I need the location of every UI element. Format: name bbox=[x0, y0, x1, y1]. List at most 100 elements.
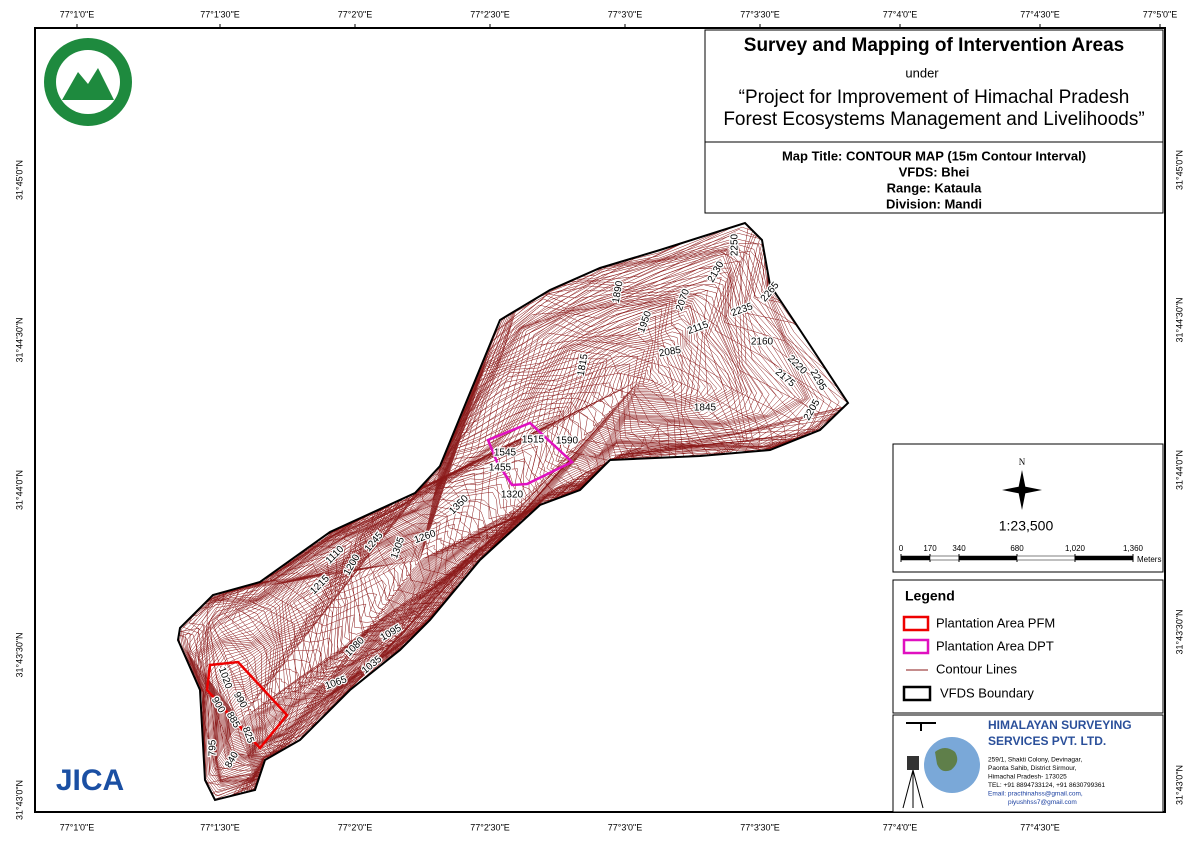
address-line: Email: practhinahss@gmail.com, bbox=[988, 791, 1083, 798]
contour-label: 2160 bbox=[751, 337, 774, 348]
latitude-label: 31°43'30"N bbox=[1174, 609, 1184, 654]
north-label: N bbox=[1019, 457, 1026, 467]
latitude-label: 31°43'0"N bbox=[1174, 765, 1184, 805]
contour-label: 1515 bbox=[522, 435, 545, 446]
latitude-label: 31°44'30"N bbox=[1174, 297, 1184, 342]
project: Forest Ecosystems Management and Livelih… bbox=[723, 109, 1144, 130]
contour-label: 2085 bbox=[658, 345, 682, 360]
scale-ratio: 1:23,500 bbox=[999, 518, 1054, 534]
address-line: 259/1, Shakti Colony, Devinagar, bbox=[988, 757, 1082, 764]
contour-line bbox=[222, 579, 414, 742]
scale-segment bbox=[900, 555, 931, 561]
contour-label: 1815 bbox=[576, 353, 591, 377]
address-line: Paonta Sahib, District Sirmour, bbox=[988, 765, 1077, 772]
scale-tick-label: 1,360 bbox=[1123, 544, 1144, 553]
contour-line bbox=[343, 279, 777, 647]
scale-tick-label: 170 bbox=[923, 544, 937, 553]
latitude-label: 31°43'30"N bbox=[14, 632, 24, 677]
contour-line bbox=[619, 372, 650, 398]
longitude-label: 77°3'30"E bbox=[740, 9, 780, 19]
scale-tick-label: 680 bbox=[1010, 544, 1024, 553]
latitude-label: 31°44'0"N bbox=[14, 470, 24, 510]
contour-line bbox=[484, 327, 712, 520]
contour-line bbox=[231, 659, 314, 731]
map-title: Map Title: CONTOUR MAP (15m Contour Inte… bbox=[782, 148, 1086, 163]
title-box bbox=[704, 29, 1164, 214]
contour-line bbox=[579, 359, 667, 436]
contour-label: 1890 bbox=[611, 280, 626, 304]
address-line: piyushhss7@gmail.com bbox=[1008, 799, 1077, 806]
contour-label: 1845 bbox=[694, 403, 717, 414]
company-name: HIMALAYAN SURVEYING bbox=[988, 718, 1132, 732]
latitude-label: 31°44'30"N bbox=[14, 317, 24, 362]
contour-line bbox=[393, 523, 465, 587]
longitude-label: 77°5'0"E bbox=[1143, 9, 1178, 19]
scale-segment bbox=[1074, 555, 1134, 561]
latitude-label: 31°45'0"N bbox=[1174, 150, 1184, 190]
project: “Project for Improvement of Himachal Pra… bbox=[739, 87, 1130, 108]
range: Range: Kataula bbox=[887, 180, 982, 195]
plantation-pfm bbox=[205, 660, 289, 750]
scale-unit: Meters bbox=[1137, 555, 1161, 564]
scale-tick-label: 340 bbox=[952, 544, 966, 553]
instrument bbox=[907, 756, 919, 770]
contour-label: 1455 bbox=[489, 463, 512, 474]
longitude-label: 77°2'0"E bbox=[338, 9, 373, 19]
longitude-label: 77°2'30"E bbox=[470, 9, 510, 19]
legend-label: Plantation Area PFM bbox=[936, 615, 1055, 630]
longitude-label: 77°4'0"E bbox=[883, 822, 918, 832]
scale-tick-label: 1,020 bbox=[1065, 544, 1086, 553]
longitude-label: 77°3'30"E bbox=[740, 822, 780, 832]
address-line: Himachal Pradesh- 173025 bbox=[988, 774, 1067, 781]
latitude-label: 31°45'0"N bbox=[14, 160, 24, 200]
contour-label: 1590 bbox=[556, 436, 579, 447]
scale-panel bbox=[892, 443, 1164, 573]
contour-line bbox=[437, 310, 732, 562]
contour-line bbox=[286, 259, 800, 695]
longitude-label: 77°1'0"E bbox=[60, 822, 95, 832]
division: Division: Mandi bbox=[886, 196, 982, 211]
longitude-label: 77°1'30"E bbox=[200, 822, 240, 832]
longitude-label: 77°3'0"E bbox=[608, 9, 643, 19]
longitude-label: 77°4'30"E bbox=[1020, 822, 1060, 832]
company-name: SERVICES PVT. LTD. bbox=[988, 734, 1106, 748]
contour-line bbox=[459, 318, 723, 539]
scale-segment bbox=[1016, 555, 1076, 561]
contour-line bbox=[369, 295, 752, 624]
land bbox=[935, 748, 958, 772]
address-line: TEL: +91 8894733124, +91 8630799361 bbox=[988, 782, 1105, 789]
contour-line bbox=[221, 567, 428, 745]
legend-label: VFDS Boundary bbox=[940, 685, 1034, 700]
under: under bbox=[905, 65, 939, 80]
legend-box bbox=[892, 579, 1164, 714]
contour-label: 1320 bbox=[501, 490, 524, 501]
forest-logo-mountain bbox=[62, 68, 114, 100]
longitude-label: 77°1'30"E bbox=[200, 9, 240, 19]
contour-line bbox=[538, 347, 682, 471]
contour-line bbox=[629, 376, 645, 390]
longitude-label: 77°2'0"E bbox=[338, 822, 373, 832]
contour-line bbox=[558, 353, 675, 454]
longitude-label: 77°1'0"E bbox=[60, 9, 95, 19]
longitude-label: 77°3'0"E bbox=[608, 822, 643, 832]
vfds-boundary bbox=[176, 221, 850, 802]
contour-line bbox=[599, 365, 659, 417]
legend-swatch bbox=[902, 615, 930, 632]
plantation-dpt bbox=[486, 421, 575, 487]
latitude-label: 31°43'0"N bbox=[14, 780, 24, 820]
longitude-label: 77°4'30"E bbox=[1020, 9, 1060, 19]
scale-segment bbox=[929, 555, 960, 561]
scale-segment bbox=[958, 555, 1018, 561]
legend-title: Legend bbox=[905, 588, 955, 604]
legend-label: Plantation Area DPT bbox=[936, 638, 1054, 653]
scale-tick-label: 0 bbox=[899, 544, 904, 553]
north-arrow bbox=[1002, 470, 1042, 510]
forest-logo-inner bbox=[56, 50, 120, 114]
contour-label: 2250 bbox=[730, 233, 741, 256]
jica-logo: JICA bbox=[56, 764, 124, 797]
legend-label: Contour Lines bbox=[936, 661, 1017, 676]
contour-line bbox=[588, 362, 663, 427]
longitude-label: 77°2'30"E bbox=[470, 822, 510, 832]
title: Survey and Mapping of Intervention Areas bbox=[744, 35, 1124, 56]
